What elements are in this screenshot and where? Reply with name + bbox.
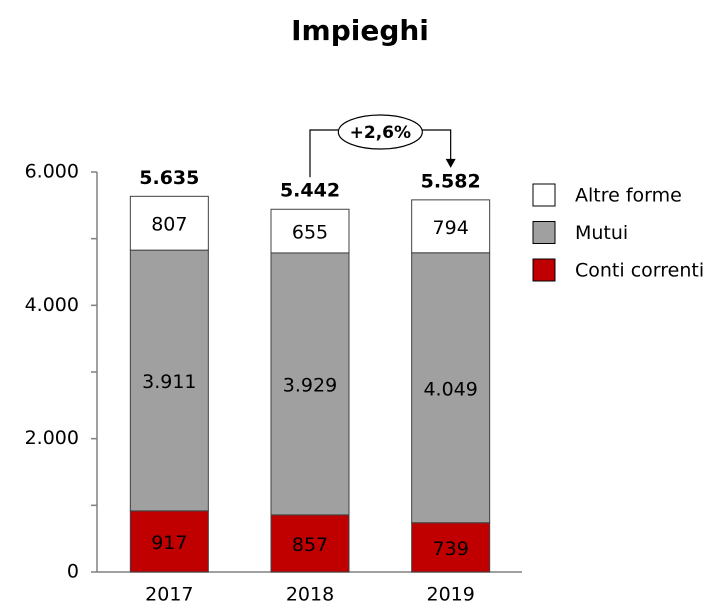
value-label: 917 [151, 532, 187, 554]
legend-label: Altre forme [575, 185, 682, 207]
annotation-arrow [445, 158, 456, 168]
bar-segment [270, 208, 350, 254]
legend-label: Conti correnti [575, 260, 704, 282]
bar-segment [411, 252, 491, 524]
value-label: 794 [433, 217, 469, 239]
y-tick-label: 2.000 [25, 427, 79, 449]
x-tick-label: 2018 [286, 584, 334, 606]
bar-segment [129, 510, 209, 573]
legend-swatch [532, 183, 556, 207]
total-label: 5.582 [421, 170, 481, 192]
total-label: 5.442 [280, 180, 340, 202]
annotation-ellipse [337, 114, 423, 150]
legend-label: Mutui [575, 222, 628, 244]
annotation: +2,6% [350, 123, 411, 143]
value-label: 3.911 [142, 371, 196, 393]
value-label: 739 [433, 538, 469, 560]
chart-title: Impieghi [291, 14, 429, 47]
bar-segment [129, 249, 209, 512]
x-tick-label: 2017 [145, 584, 193, 606]
bar-segment [270, 252, 350, 516]
y-tick-label: 6.000 [25, 161, 79, 183]
bar-segment [129, 195, 209, 251]
value-label: 807 [151, 214, 187, 236]
value-label: 857 [292, 534, 328, 556]
value-label: 4.049 [423, 378, 477, 400]
x-tick-label: 2019 [426, 584, 474, 606]
legend-swatch [532, 258, 556, 282]
bar-segment [411, 199, 491, 254]
y-tick-label: 0 [67, 561, 79, 583]
bar-segment [270, 514, 350, 573]
y-tick-label: 4.000 [25, 294, 79, 316]
value-label: 655 [292, 222, 328, 244]
value-label: 3.929 [283, 374, 337, 396]
total-label: 5.635 [139, 167, 199, 189]
legend-swatch [532, 221, 556, 244]
